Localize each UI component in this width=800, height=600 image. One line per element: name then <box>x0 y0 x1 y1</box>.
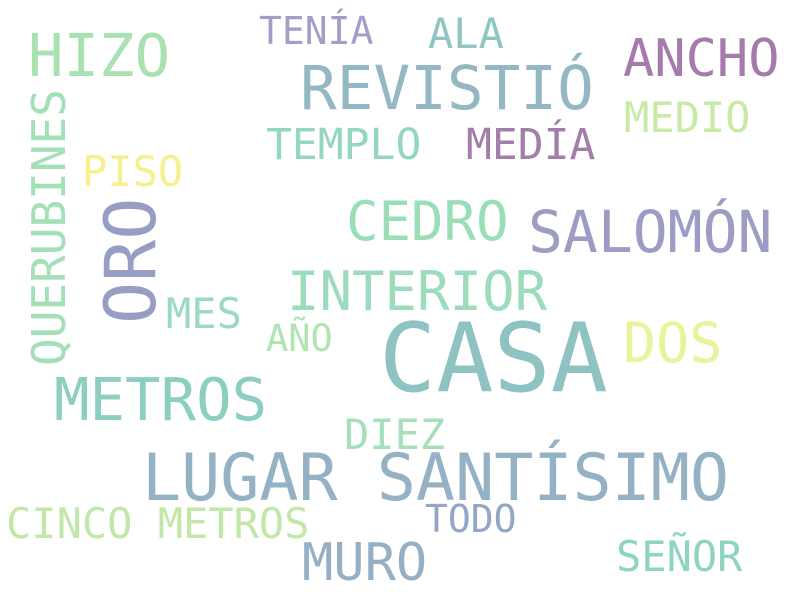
word-lugar-santisimo: LUGAR SANTÍSIMO <box>142 441 729 516</box>
word-senor: SEÑOR <box>616 532 743 581</box>
word-oro: ORO <box>90 197 172 324</box>
word-cinco-metros: CINCO METROS <box>6 499 310 548</box>
word-cedro: CEDRO <box>346 190 509 253</box>
word-salomon: SALOMÓN <box>528 198 773 266</box>
word-querubines: QUERUBINES <box>22 89 76 366</box>
word-metros: METROS <box>54 365 268 434</box>
word-revistio: REVISTIÓ <box>300 53 594 124</box>
word-ancho: ANCHO <box>623 29 780 89</box>
word-dos: DOS <box>623 311 723 375</box>
word-casa: CASA <box>379 304 608 414</box>
word-tenia: TENÍA <box>259 9 374 53</box>
word-ala: ALA <box>428 9 504 58</box>
word-templo: TEMPLO <box>266 120 422 170</box>
word-mes: MES <box>166 289 242 338</box>
word-muro: MURO <box>302 533 428 593</box>
word-todo: TODO <box>425 497 517 541</box>
word-interior: INTERIOR <box>287 260 548 323</box>
word-piso: PISO <box>82 147 184 196</box>
word-media: MEDÍA <box>466 120 596 170</box>
word-ano: AÑO <box>266 317 333 360</box>
word-diez: DIEZ <box>344 410 446 459</box>
word-hizo: HIZO <box>28 21 171 90</box>
word-medio: MEDIO <box>624 93 751 142</box>
